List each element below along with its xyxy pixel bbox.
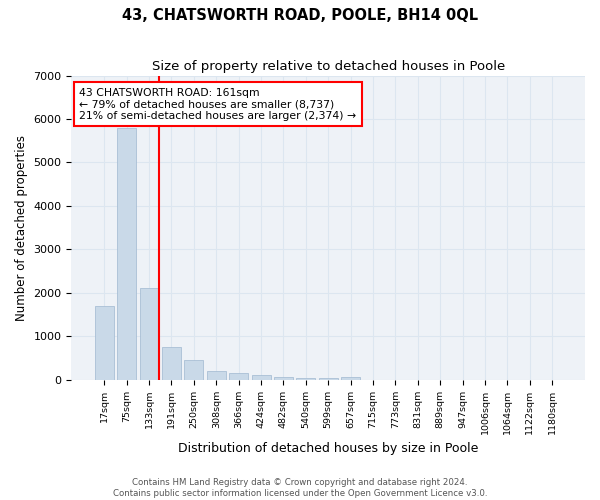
- Bar: [207, 371, 226, 380]
- Text: 43 CHATSWORTH ROAD: 161sqm
← 79% of detached houses are smaller (8,737)
21% of s: 43 CHATSWORTH ROAD: 161sqm ← 79% of deta…: [79, 88, 356, 121]
- Bar: [95, 306, 114, 380]
- Bar: [140, 288, 158, 380]
- Bar: [229, 373, 248, 380]
- Bar: [184, 360, 203, 380]
- Bar: [274, 377, 293, 380]
- Y-axis label: Number of detached properties: Number of detached properties: [15, 134, 28, 320]
- Bar: [251, 376, 271, 380]
- Bar: [162, 347, 181, 380]
- Text: 43, CHATSWORTH ROAD, POOLE, BH14 0QL: 43, CHATSWORTH ROAD, POOLE, BH14 0QL: [122, 8, 478, 22]
- Bar: [319, 378, 338, 380]
- Text: Contains HM Land Registry data © Crown copyright and database right 2024.
Contai: Contains HM Land Registry data © Crown c…: [113, 478, 487, 498]
- Bar: [341, 376, 360, 380]
- Bar: [296, 378, 316, 380]
- Title: Size of property relative to detached houses in Poole: Size of property relative to detached ho…: [152, 60, 505, 73]
- X-axis label: Distribution of detached houses by size in Poole: Distribution of detached houses by size …: [178, 442, 478, 455]
- Bar: [117, 128, 136, 380]
